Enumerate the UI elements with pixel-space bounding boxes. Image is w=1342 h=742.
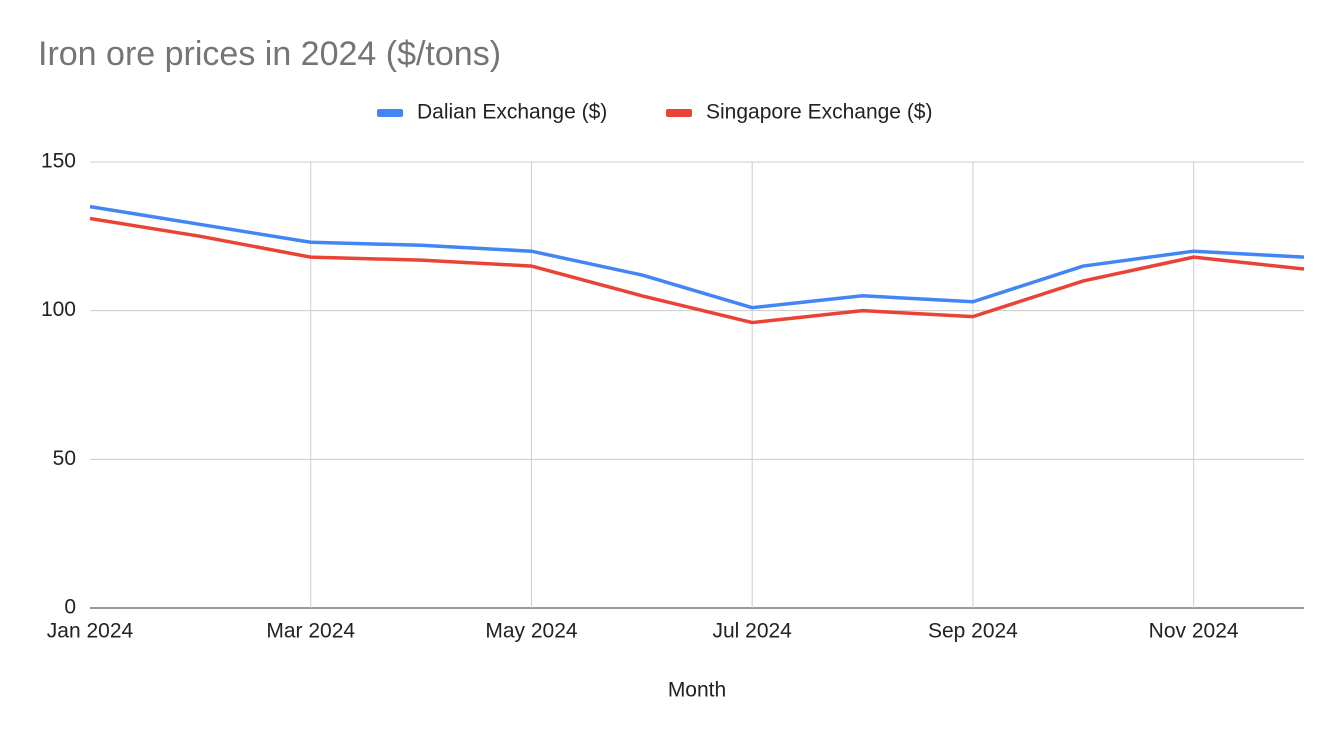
x-tick-label: Jul 2024 xyxy=(712,620,792,643)
x-axis-title: Month xyxy=(668,679,726,702)
y-tick-label: 150 xyxy=(41,150,76,173)
legend-swatch xyxy=(377,109,403,117)
x-tick-label: Jan 2024 xyxy=(47,620,134,643)
series-line xyxy=(89,204,1305,310)
series-line xyxy=(89,216,1305,325)
y-tick-label: 0 xyxy=(64,596,76,619)
legend-swatch xyxy=(666,109,692,117)
x-tick-label: Sep 2024 xyxy=(928,620,1018,643)
y-tick-label: 100 xyxy=(41,298,76,321)
x-tick-label: Nov 2024 xyxy=(1149,620,1239,643)
legend-label: Dalian Exchange ($) xyxy=(417,101,607,124)
y-tick-label: 50 xyxy=(53,447,76,470)
chart-title: Iron ore prices in 2024 ($/tons) xyxy=(38,35,501,73)
legend-label: Singapore Exchange ($) xyxy=(706,101,932,124)
x-tick-label: Mar 2024 xyxy=(266,620,355,643)
x-tick-label: May 2024 xyxy=(485,620,578,643)
